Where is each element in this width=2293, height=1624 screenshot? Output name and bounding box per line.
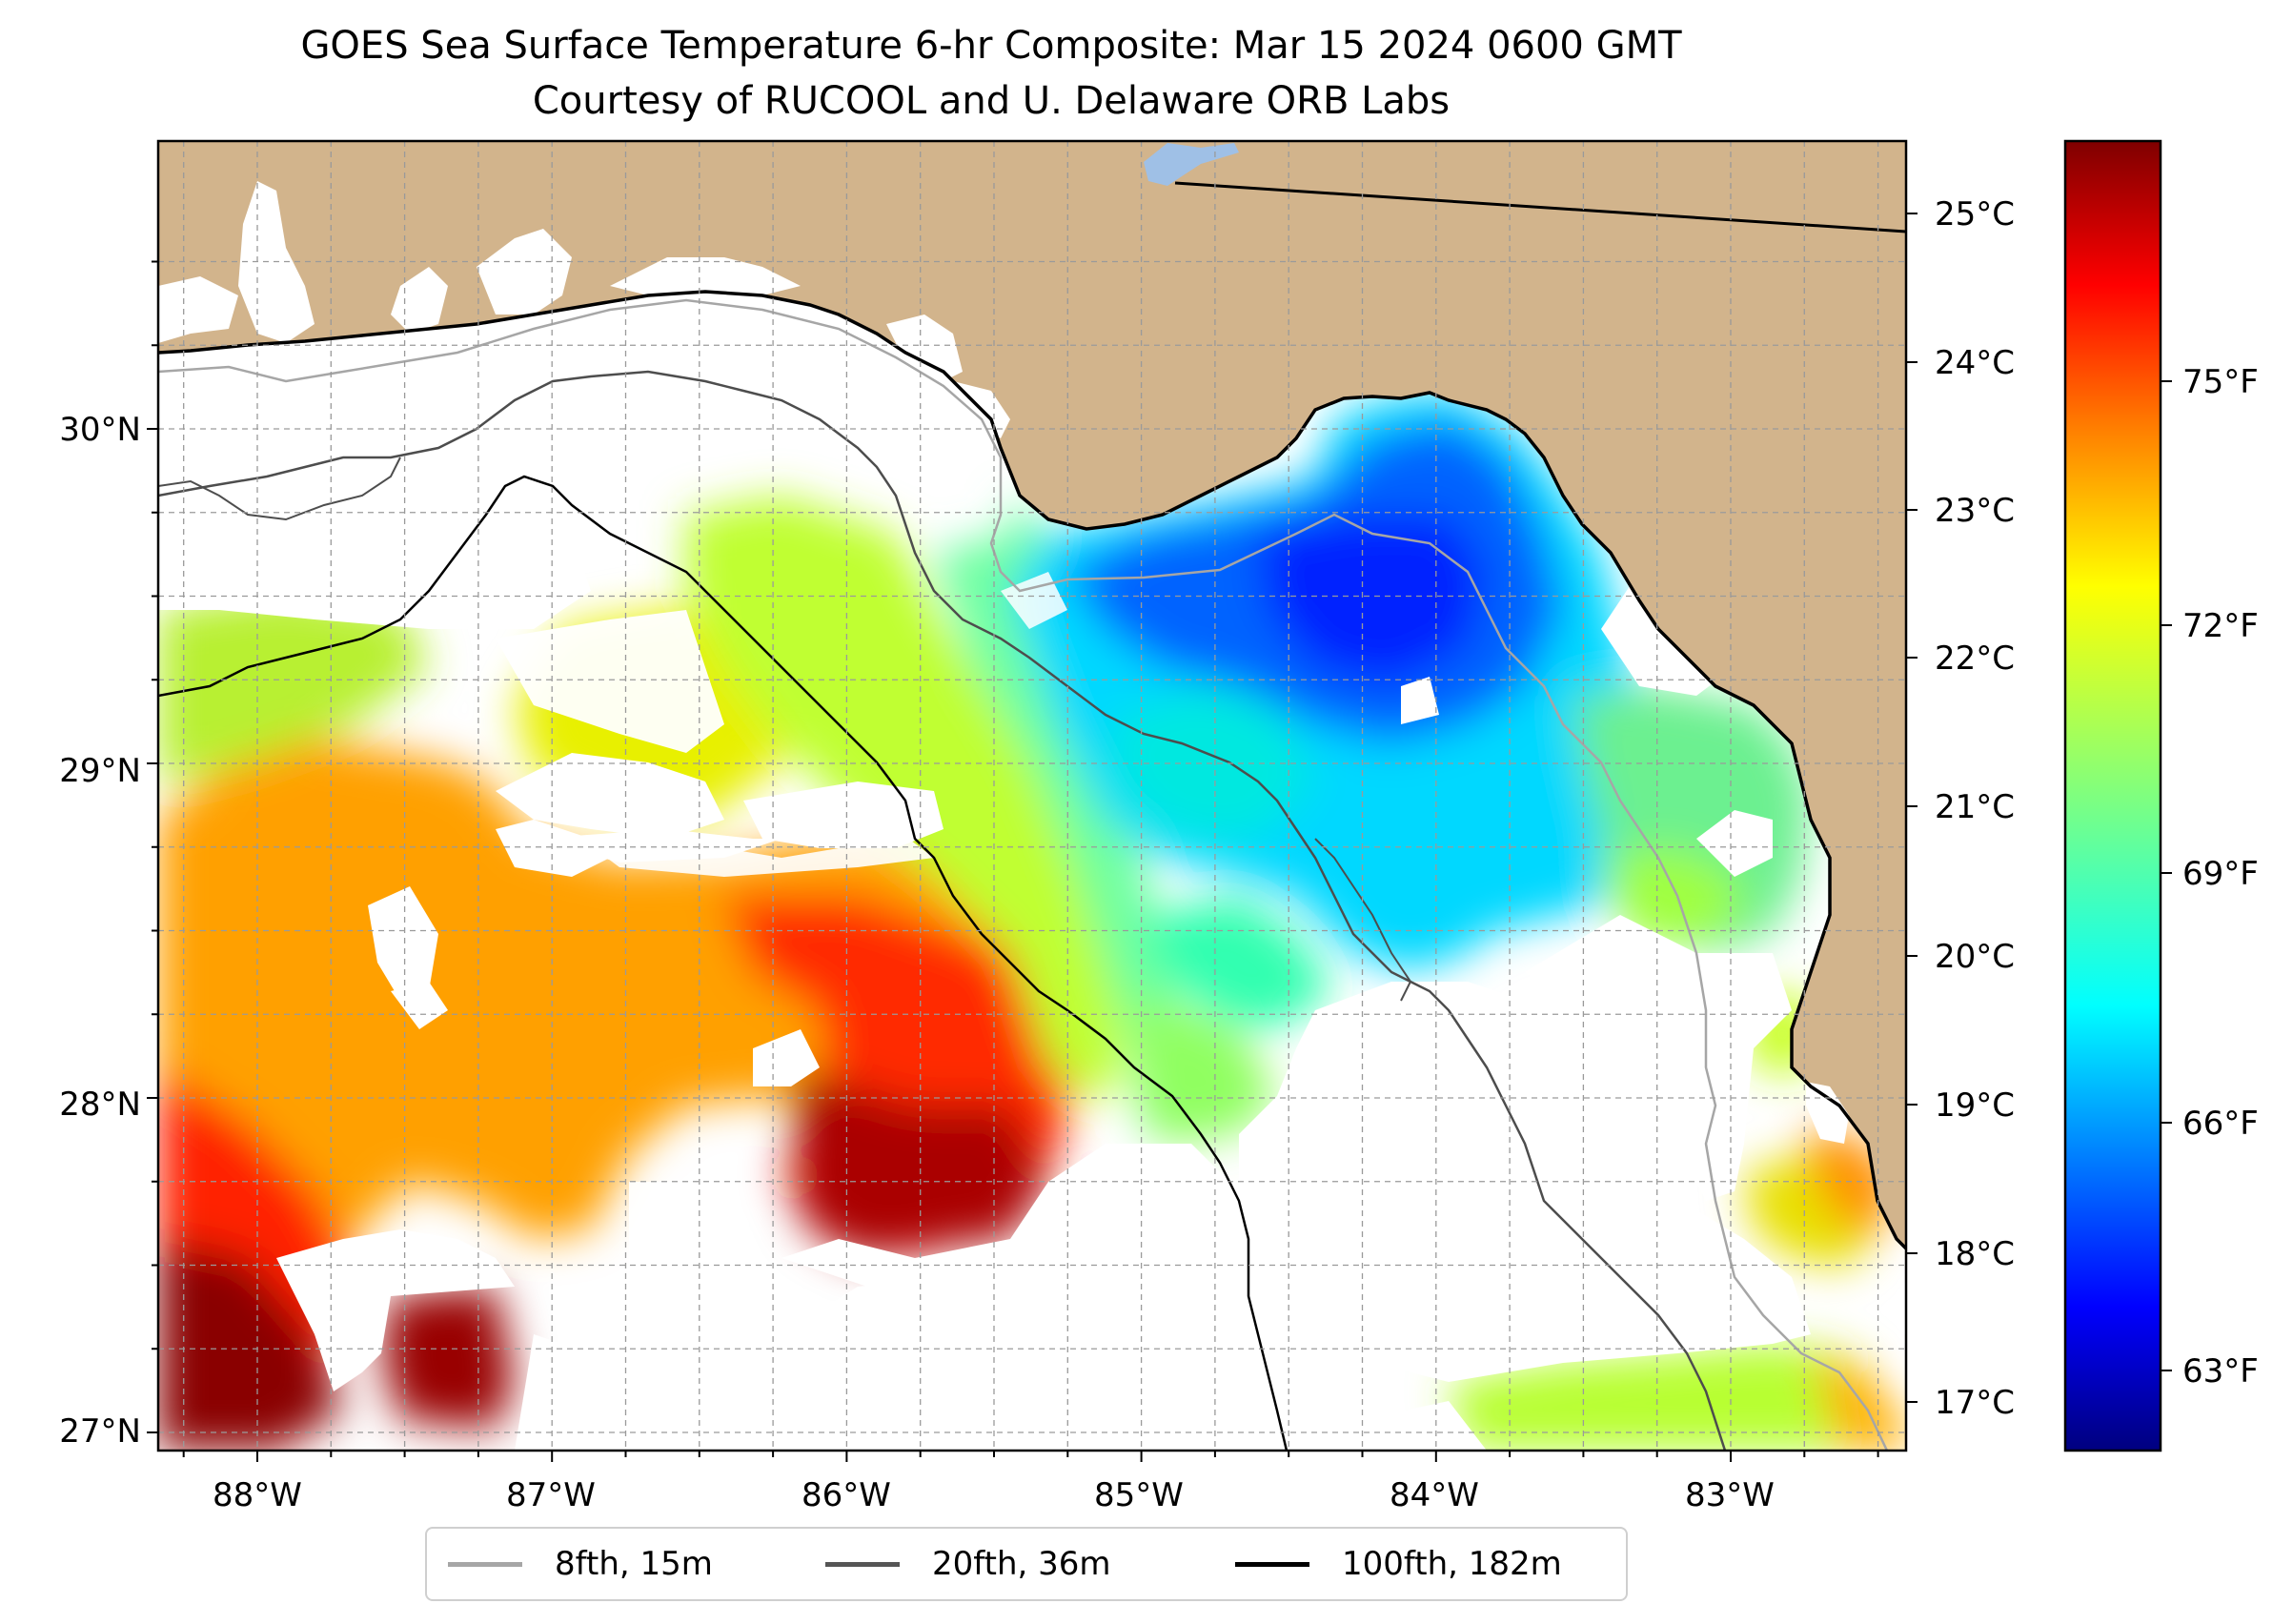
colorbar-gradient bbox=[2063, 139, 2162, 1452]
legend-label: 20fth, 36m bbox=[932, 1545, 1111, 1583]
celsius-label: 17°C bbox=[1935, 1384, 2015, 1422]
isobath-legend: 8fth, 15m 20fth, 36m 100fth, 182m bbox=[425, 1527, 1628, 1601]
lat-label-30: 30°N bbox=[59, 411, 141, 449]
fahrenheit-label: 72°F bbox=[2182, 607, 2259, 645]
celsius-label: 19°C bbox=[1935, 1086, 2015, 1125]
map-subtitle: Courtesy of RUCOOL and U. Delaware ORB L… bbox=[532, 79, 1451, 123]
legend-item-100fth: 100fth, 182m bbox=[1235, 1529, 1562, 1599]
latitude-labels: 30°N 29°N 28°N 27°N bbox=[59, 411, 141, 1451]
lon-label-83: 83°W bbox=[1685, 1476, 1775, 1514]
lon-label-84: 84°W bbox=[1390, 1476, 1479, 1514]
legend-item-8fth: 8fth, 15m bbox=[448, 1529, 713, 1599]
celsius-scale: 25°C 24°C 23°C 22°C 21°C 20°C 19°C 18°C … bbox=[1906, 195, 2015, 1422]
sst-data-layer bbox=[158, 391, 1906, 1451]
celsius-label: 20°C bbox=[1935, 938, 2015, 976]
celsius-label: 24°C bbox=[1935, 344, 2015, 382]
lat-label-27: 27°N bbox=[59, 1412, 141, 1451]
fahrenheit-label: 75°F bbox=[2182, 363, 2259, 401]
legend-label: 100fth, 182m bbox=[1342, 1545, 1562, 1583]
celsius-label: 25°C bbox=[1935, 195, 2015, 233]
legend-label: 8fth, 15m bbox=[555, 1545, 713, 1583]
map-area bbox=[158, 141, 1906, 1451]
lon-label-85: 85°W bbox=[1094, 1476, 1184, 1514]
lon-label-86: 86°W bbox=[802, 1476, 891, 1514]
lon-label-88: 88°W bbox=[213, 1476, 302, 1514]
fahrenheit-label: 63°F bbox=[2182, 1352, 2259, 1391]
legend-swatch bbox=[448, 1561, 522, 1567]
legend-swatch bbox=[825, 1561, 900, 1567]
fahrenheit-label: 66°F bbox=[2182, 1105, 2259, 1143]
lat-label-28: 28°N bbox=[59, 1086, 141, 1124]
celsius-label: 23°C bbox=[1935, 492, 2015, 530]
longitude-labels: 88°W 87°W 86°W 85°W 84°W 83°W bbox=[213, 1476, 1775, 1514]
axis-ticks bbox=[147, 260, 1879, 1462]
legend-swatch bbox=[1235, 1561, 1309, 1567]
lat-label-29: 29°N bbox=[59, 752, 141, 790]
land-layer bbox=[158, 141, 1906, 1250]
lon-label-87: 87°W bbox=[506, 1476, 596, 1514]
legend-item-20fth: 20fth, 36m bbox=[825, 1529, 1111, 1599]
celsius-label: 18°C bbox=[1935, 1235, 2015, 1273]
graticule bbox=[158, 141, 1906, 1451]
map-frame bbox=[156, 139, 1908, 1452]
celsius-label: 21°C bbox=[1935, 788, 2015, 826]
celsius-label: 22°C bbox=[1935, 639, 2015, 678]
fahrenheit-label: 69°F bbox=[2182, 855, 2259, 893]
colorbar: 75°F 72°F 69°F 66°F 63°F bbox=[2063, 139, 2259, 1452]
map-title: GOES Sea Surface Temperature 6-hr Compos… bbox=[300, 24, 1682, 68]
